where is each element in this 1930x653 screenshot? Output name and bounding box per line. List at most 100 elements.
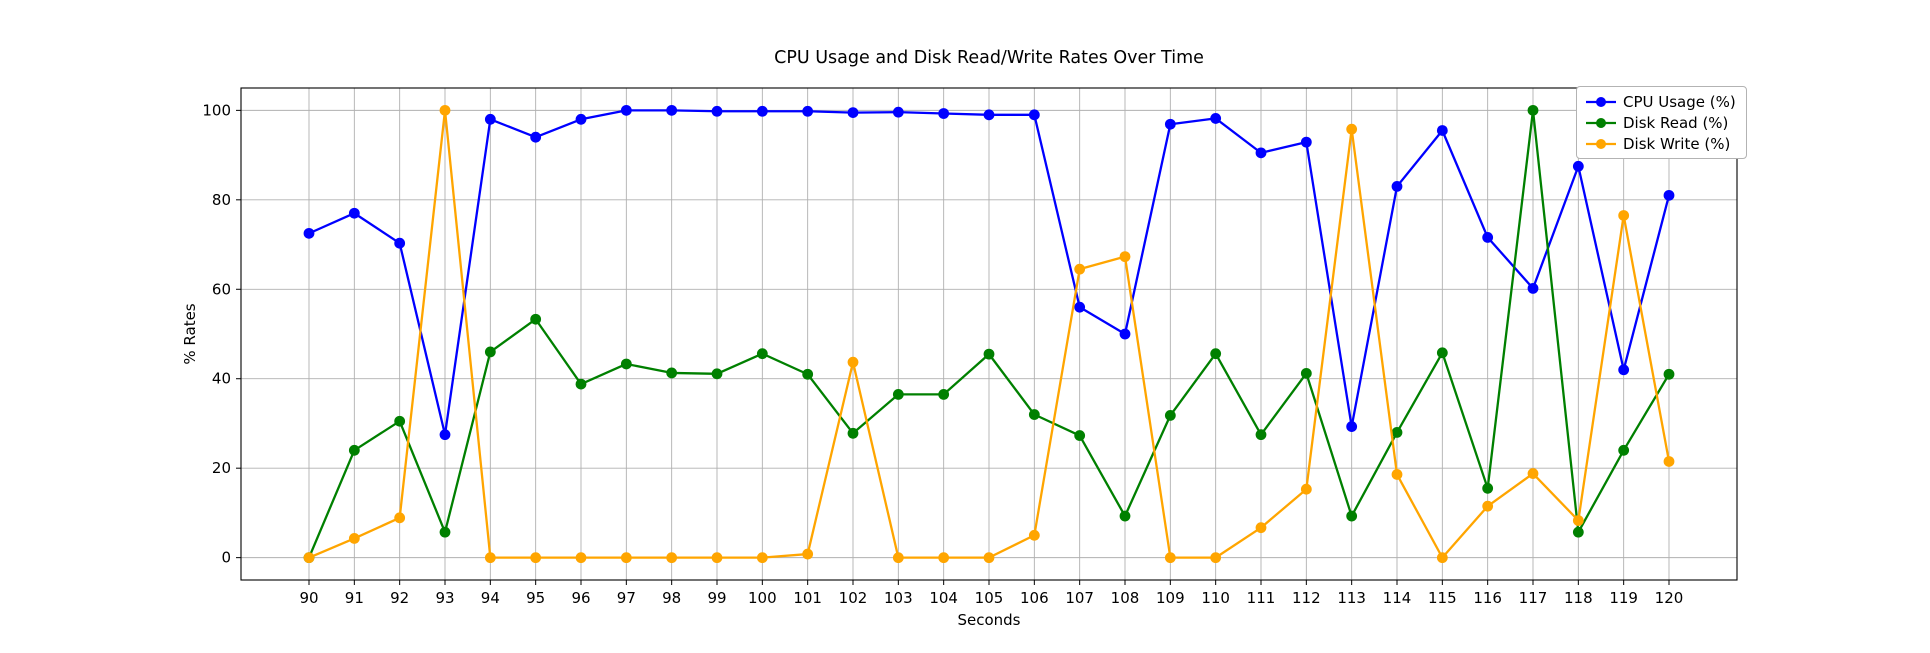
y-tick-label: 80 bbox=[212, 191, 231, 209]
data-point bbox=[1527, 104, 1539, 116]
legend-item: Disk Read (%) bbox=[1585, 113, 1736, 132]
x-tick-label: 106 bbox=[1020, 589, 1049, 607]
data-point bbox=[711, 105, 723, 117]
y-tick-label: 40 bbox=[212, 370, 231, 388]
x-tick-label: 111 bbox=[1247, 589, 1276, 607]
data-point bbox=[711, 368, 723, 380]
data-point bbox=[1119, 251, 1131, 263]
data-point bbox=[1164, 410, 1176, 421]
data-point bbox=[1618, 364, 1630, 376]
series-cpu-usage bbox=[303, 104, 1675, 441]
x-tick-label: 93 bbox=[435, 589, 454, 607]
data-point bbox=[938, 552, 950, 564]
x-tick-label: 114 bbox=[1383, 589, 1412, 607]
x-tick-label: 105 bbox=[975, 589, 1004, 607]
data-point bbox=[802, 368, 814, 380]
x-tick-label: 118 bbox=[1564, 589, 1593, 607]
y-tick-label: 100 bbox=[202, 101, 231, 119]
x-tick-label: 98 bbox=[662, 589, 681, 607]
data-point bbox=[1028, 409, 1040, 420]
data-point bbox=[1164, 552, 1176, 564]
data-point bbox=[1436, 347, 1448, 359]
data-point bbox=[666, 552, 678, 564]
x-tick-label: 99 bbox=[707, 589, 726, 607]
data-point bbox=[1028, 109, 1040, 121]
legend-item: CPU Usage (%) bbox=[1585, 92, 1736, 111]
data-point bbox=[1572, 515, 1584, 526]
data-point bbox=[1300, 136, 1312, 148]
data-point bbox=[1164, 118, 1176, 130]
data-point bbox=[620, 358, 632, 370]
x-tick-label: 91 bbox=[345, 589, 364, 607]
x-tick-label: 119 bbox=[1609, 589, 1638, 607]
legend-marker-icon bbox=[1586, 138, 1616, 149]
x-tick-label: 101 bbox=[793, 589, 822, 607]
data-point bbox=[1527, 282, 1539, 294]
data-point bbox=[983, 348, 995, 360]
data-point bbox=[439, 104, 451, 116]
data-point bbox=[983, 552, 995, 564]
data-point bbox=[1346, 510, 1358, 522]
data-point bbox=[1663, 189, 1675, 201]
gridlines bbox=[241, 88, 1737, 580]
axis-ticks: 90 91 92 93 94 95 96 97 98 99 100 101 102 103 104 105 10… bbox=[202, 101, 1683, 607]
data-point bbox=[756, 552, 768, 564]
data-point bbox=[1346, 421, 1358, 432]
data-point bbox=[892, 552, 904, 564]
x-axis-label: Seconds bbox=[957, 611, 1021, 629]
data-point bbox=[666, 104, 678, 116]
data-point bbox=[1255, 429, 1267, 441]
x-tick-label: 97 bbox=[617, 589, 636, 607]
data-point bbox=[711, 552, 723, 564]
x-tick-label: 117 bbox=[1519, 589, 1548, 607]
data-point bbox=[938, 388, 950, 400]
data-point bbox=[847, 356, 859, 368]
data-point bbox=[303, 552, 315, 564]
data-point bbox=[303, 227, 315, 239]
legend-marker-icon bbox=[1586, 96, 1616, 107]
data-point bbox=[1210, 113, 1222, 124]
data-point bbox=[1210, 552, 1222, 564]
data-point bbox=[394, 512, 406, 524]
data-point bbox=[802, 548, 814, 560]
data-point bbox=[1391, 181, 1403, 192]
y-axis-label: % Rates bbox=[181, 303, 199, 365]
x-tick-label: 90 bbox=[299, 589, 318, 607]
data-point bbox=[847, 427, 859, 439]
data-point bbox=[1255, 147, 1267, 159]
data-point bbox=[348, 207, 360, 219]
data-point bbox=[983, 109, 995, 121]
y-tick-label: 20 bbox=[212, 459, 231, 477]
data-point bbox=[575, 378, 587, 390]
data-point bbox=[1527, 468, 1539, 479]
data-point bbox=[1572, 526, 1584, 538]
data-point bbox=[892, 388, 904, 400]
data-point bbox=[756, 105, 768, 117]
x-tick-label: 107 bbox=[1065, 589, 1094, 607]
x-tick-label: 104 bbox=[929, 589, 958, 607]
data-point bbox=[1074, 430, 1086, 441]
data-point bbox=[484, 552, 496, 564]
data-point bbox=[1436, 125, 1448, 136]
x-tick-label: 103 bbox=[884, 589, 913, 607]
data-point bbox=[1119, 328, 1131, 340]
series-disk-read bbox=[303, 104, 1675, 564]
x-tick-label: 100 bbox=[748, 589, 777, 607]
data-point bbox=[1618, 210, 1630, 221]
y-tick-label: 60 bbox=[212, 280, 231, 298]
data-point bbox=[1482, 500, 1494, 512]
legend-label: CPU Usage (%) bbox=[1623, 92, 1736, 111]
data-point bbox=[484, 346, 496, 358]
data-point bbox=[802, 105, 814, 117]
legend-label: Disk Write (%) bbox=[1623, 134, 1731, 153]
x-tick-label: 116 bbox=[1473, 589, 1502, 607]
data-point bbox=[530, 131, 542, 143]
data-point bbox=[348, 533, 360, 544]
data-point bbox=[575, 552, 587, 564]
x-tick-label: 95 bbox=[526, 589, 545, 607]
data-point bbox=[1663, 456, 1675, 467]
x-tick-label: 109 bbox=[1156, 589, 1185, 607]
data-point bbox=[1255, 522, 1267, 534]
